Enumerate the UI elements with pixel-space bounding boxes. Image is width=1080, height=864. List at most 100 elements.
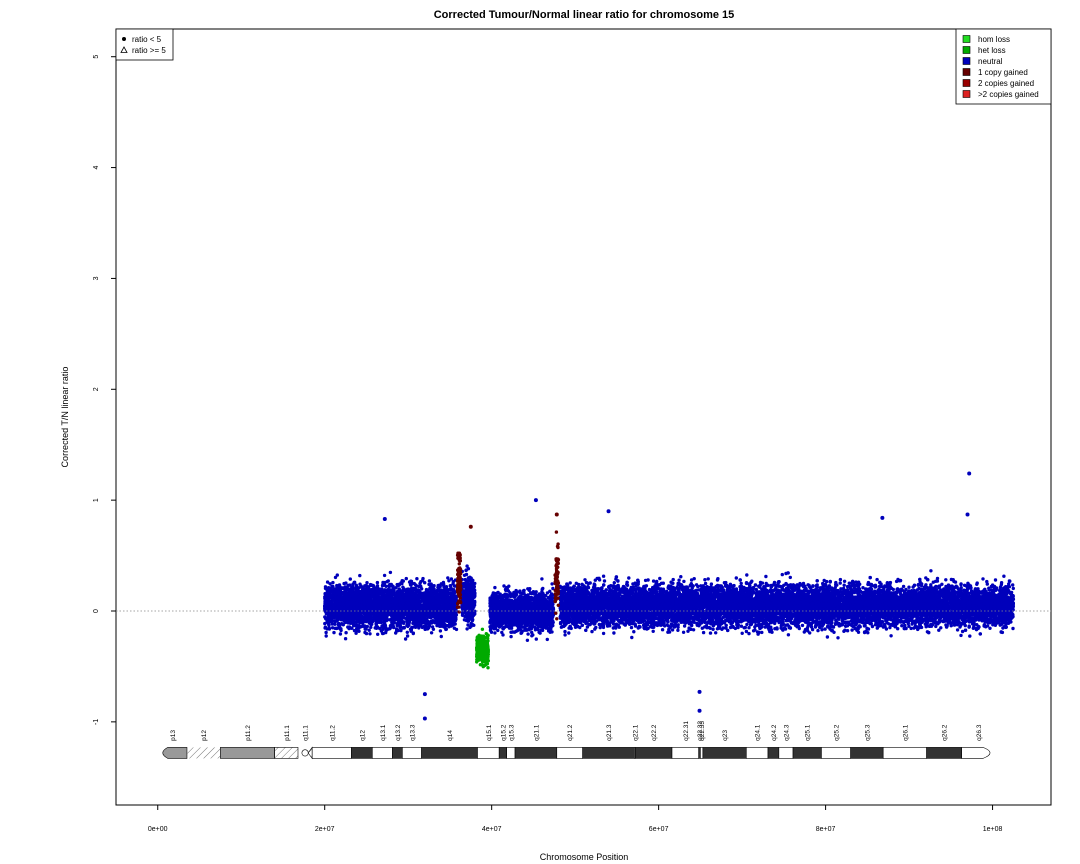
data-point (370, 620, 374, 624)
data-point (442, 605, 446, 609)
series-neutral (323, 471, 1016, 721)
data-point (349, 592, 353, 596)
data-point (357, 617, 361, 621)
data-point (375, 580, 380, 585)
data-point (388, 595, 393, 600)
data-point (439, 634, 443, 639)
data-point (376, 619, 380, 623)
data-point (324, 630, 328, 635)
data-point (466, 619, 470, 623)
data-point (432, 599, 436, 603)
data-point (354, 611, 359, 615)
data-point (378, 596, 382, 600)
data-point (463, 614, 467, 619)
data-point (335, 585, 339, 589)
data-point (447, 618, 451, 622)
data-point (468, 600, 472, 604)
data-point (427, 624, 432, 628)
data-point (363, 584, 367, 588)
data-point (362, 624, 367, 628)
data-point (467, 584, 471, 588)
data-point (356, 591, 360, 595)
data-point (365, 595, 370, 599)
data-point (341, 599, 345, 604)
data-point (324, 596, 328, 601)
data-point (339, 627, 343, 631)
data-point (343, 637, 348, 641)
data-point (454, 616, 458, 620)
chart-title: Corrected Tumour/Normal linear ratio for… (434, 9, 735, 21)
data-point (441, 597, 446, 602)
y-tick-label: 1 (93, 498, 100, 502)
data-point (405, 630, 409, 634)
data-point (405, 634, 410, 638)
data-point (429, 619, 434, 623)
data-point (469, 591, 473, 596)
data-point (489, 630, 494, 634)
data-point (406, 604, 410, 608)
data-point (371, 602, 375, 607)
data-point (376, 632, 380, 636)
data-point (335, 573, 339, 577)
data-point (452, 591, 456, 596)
data-point (350, 626, 354, 630)
data-point (398, 611, 403, 615)
data-point (406, 587, 410, 591)
data-point (383, 589, 387, 593)
data-point (437, 588, 441, 593)
data-point (472, 592, 477, 597)
data-point (540, 577, 544, 581)
data-point (374, 626, 379, 630)
data-point (401, 593, 405, 598)
x-tick-label: 1e+08 (983, 826, 1003, 833)
data-point (452, 596, 456, 600)
data-point (454, 627, 459, 632)
data-point (526, 632, 530, 636)
data-point (384, 606, 389, 610)
data-point (493, 631, 497, 635)
data-point (323, 585, 328, 589)
data-point (424, 589, 428, 594)
data-point (348, 577, 352, 581)
data-point (394, 631, 398, 635)
data-point (327, 626, 331, 630)
data-point (411, 631, 415, 635)
y-tick-label: 0 (93, 609, 100, 613)
data-point (409, 598, 413, 602)
data-point (368, 632, 372, 636)
data-point (326, 602, 330, 607)
data-point (380, 591, 384, 596)
data-point (464, 593, 468, 597)
data-point (447, 600, 452, 604)
data-point (530, 630, 534, 635)
data-point (359, 591, 363, 596)
data-point (528, 587, 532, 591)
data-point (410, 592, 414, 597)
data-point (469, 607, 473, 611)
data-point (396, 596, 401, 601)
data-point (462, 618, 467, 622)
data-point (440, 609, 445, 614)
data-point (396, 593, 400, 597)
data-point (427, 579, 432, 583)
data-point (416, 599, 420, 603)
data-point (438, 623, 442, 628)
data-point (346, 607, 351, 611)
data-point (367, 603, 371, 607)
data-point (333, 622, 337, 626)
data-point (399, 605, 404, 610)
data-point (349, 600, 353, 604)
data-point (389, 603, 394, 607)
x-axis-label: Chromosome Position (540, 852, 629, 862)
data-point (339, 618, 343, 622)
data-point (349, 587, 353, 592)
data-point (540, 587, 544, 592)
data-point (434, 604, 439, 608)
data-point (452, 584, 457, 588)
data-point (464, 611, 469, 615)
data-point (338, 632, 343, 636)
data-point (532, 625, 537, 629)
data-point (326, 614, 331, 619)
data-point (323, 592, 327, 596)
data-point (414, 594, 418, 598)
